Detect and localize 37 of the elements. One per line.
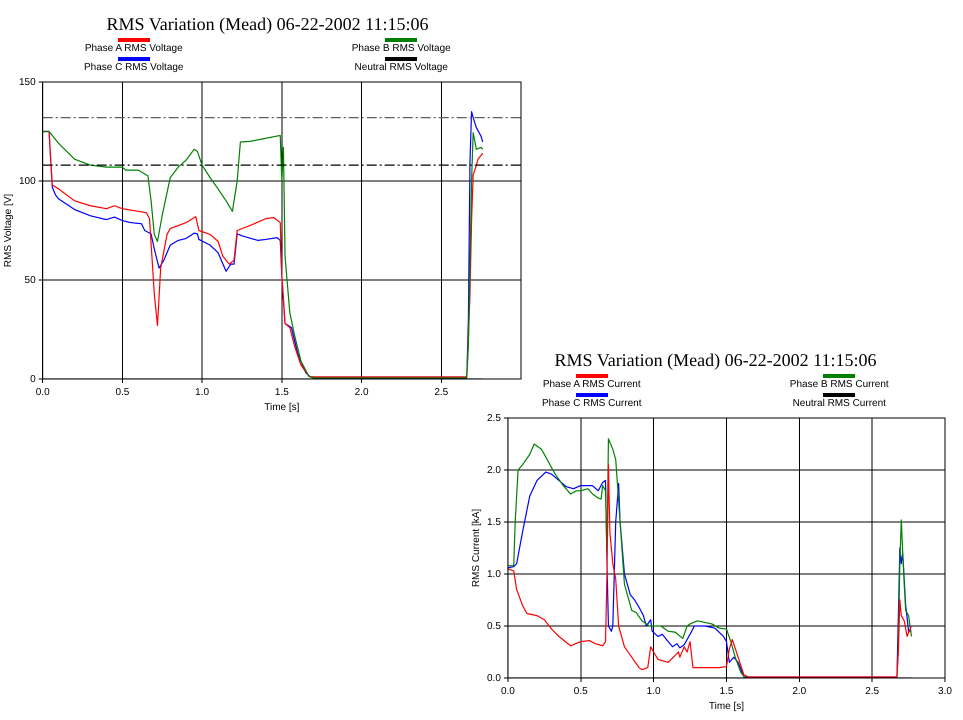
x-tick-label: 2.5 bbox=[434, 386, 449, 398]
y-tick-label: 2.0 bbox=[486, 464, 502, 476]
y-tick-label: 100 bbox=[18, 176, 36, 187]
legend-label: Neutral RMS Current bbox=[792, 398, 886, 409]
legend-label: Phase B RMS Current bbox=[790, 379, 889, 390]
legend-label: Phase C RMS Voltage bbox=[84, 62, 184, 73]
y-tick-label: 1.0 bbox=[486, 568, 502, 580]
x-tick-label: 1.0 bbox=[195, 386, 210, 398]
x-tick-label: 1.5 bbox=[274, 386, 290, 398]
legend-label: Phase B RMS Voltage bbox=[352, 43, 451, 54]
x-tick-label: 0.5 bbox=[574, 686, 588, 697]
x-tick-label: 0.0 bbox=[36, 386, 50, 398]
y-axis-title: RMS Voltage [V] bbox=[2, 194, 14, 268]
x-tick-label: 1.0 bbox=[646, 686, 661, 697]
x-tick-label: 0.5 bbox=[115, 386, 130, 398]
chart-title: RMS Variation (Mead) 06-22-2002 11:15:06 bbox=[106, 13, 430, 36]
y-tick-label: 0 bbox=[30, 374, 36, 385]
chart-title: RMS Variation (Mead) 06-22-2002 11:15:06 bbox=[554, 349, 878, 372]
x-tick-label: 2.0 bbox=[354, 386, 369, 398]
legend-label: Phase C RMS Current bbox=[542, 398, 642, 409]
y-tick-label: 150 bbox=[18, 76, 36, 88]
legend-label: Phase A RMS Voltage bbox=[84, 43, 183, 54]
x-tick-label: 1.5 bbox=[720, 686, 734, 697]
x-tick-label: 0.0 bbox=[500, 686, 516, 697]
y-tick-label: 50 bbox=[24, 274, 36, 286]
y-tick-label: 1.5 bbox=[486, 516, 502, 528]
y-tick-label: 2.5 bbox=[486, 412, 502, 424]
y-tick-label: 0.0 bbox=[486, 672, 502, 684]
x-axis-title: Time [s] bbox=[708, 700, 744, 712]
x-axis-title: Time [s] bbox=[264, 402, 300, 413]
x-tick-label: 3.0 bbox=[938, 686, 952, 697]
legend-label: Phase A RMS Current bbox=[542, 379, 641, 390]
x-tick-label: 2.5 bbox=[865, 686, 880, 697]
x-tick-label: 2.0 bbox=[792, 686, 807, 697]
y-tick-label: 0.5 bbox=[486, 620, 502, 632]
legend-label: Neutral RMS Voltage bbox=[354, 62, 448, 73]
y-axis-title: RMS Current [kA] bbox=[470, 508, 482, 588]
